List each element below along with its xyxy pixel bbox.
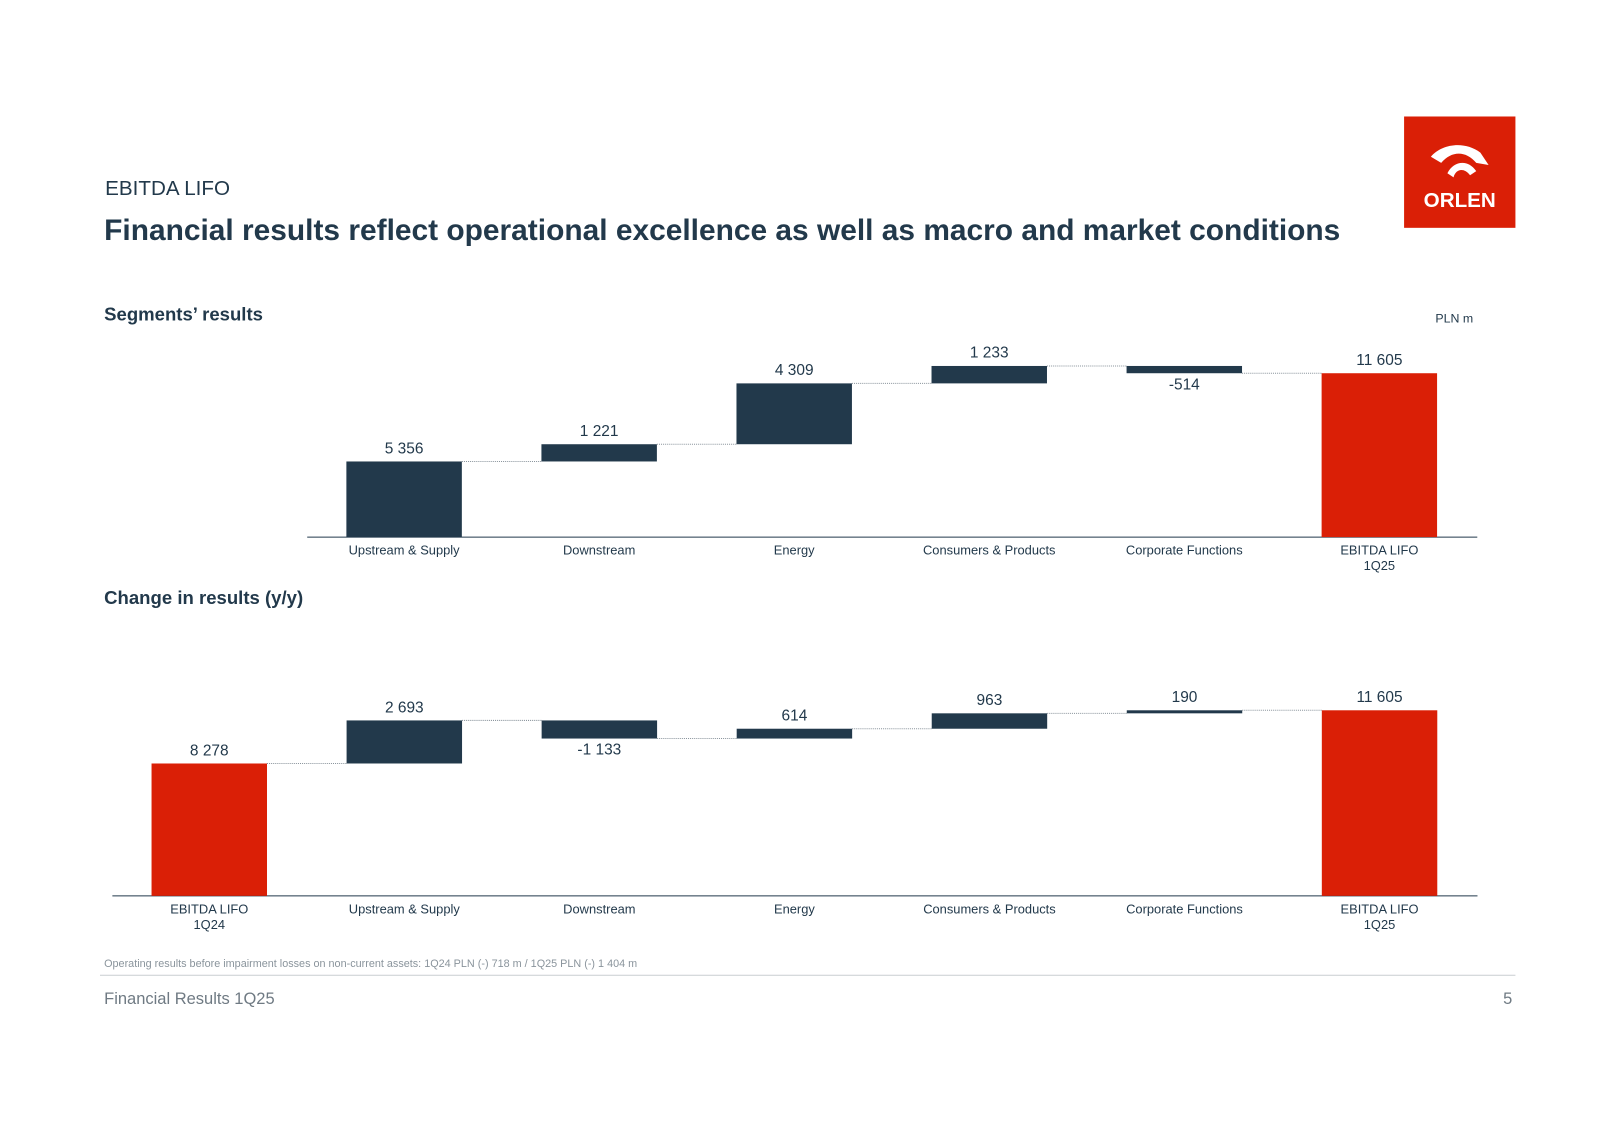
x-tick-label: Energy bbox=[773, 902, 815, 917]
x-tick-label: Upstream & Supply bbox=[348, 902, 460, 917]
chart-title: Segments’ results bbox=[104, 304, 263, 325]
page-number: 5 bbox=[1503, 990, 1513, 1009]
bar bbox=[1321, 373, 1438, 538]
bar bbox=[541, 720, 658, 739]
bar bbox=[1321, 710, 1438, 896]
bar bbox=[541, 444, 657, 462]
value-label: 11 605 bbox=[1356, 688, 1403, 707]
bar bbox=[736, 728, 853, 739]
slide-title: Financial results reflect operational ex… bbox=[104, 214, 1341, 248]
value-label: -514 bbox=[1168, 376, 1200, 394]
footer-text: Financial Results 1Q25 bbox=[104, 990, 275, 1009]
kicker: EBITDA LIFO bbox=[105, 177, 231, 200]
bar bbox=[736, 383, 852, 445]
logo-mark bbox=[1430, 145, 1489, 165]
bar bbox=[1126, 710, 1243, 714]
x-tick-label: Downstream bbox=[562, 543, 636, 558]
logo-text: ORLEN bbox=[1424, 189, 1496, 212]
value-label: 614 bbox=[781, 707, 808, 725]
x-tick-label: Downstream bbox=[563, 902, 636, 917]
value-label: 11 605 bbox=[1356, 351, 1403, 370]
bar bbox=[931, 713, 1048, 729]
value-label: 1 221 bbox=[579, 422, 619, 441]
value-label: 4 309 bbox=[774, 361, 814, 380]
value-label: -1 133 bbox=[577, 741, 622, 760]
value-label: 1 233 bbox=[969, 344, 1009, 362]
value-label: 2 693 bbox=[384, 698, 424, 717]
logo-mark bbox=[1447, 162, 1477, 178]
value-label: 8 278 bbox=[189, 741, 229, 760]
x-tick-label: Upstream & Supply bbox=[348, 543, 460, 558]
chart-title: Change in results (y/y) bbox=[104, 587, 304, 609]
unit-label: PLN m bbox=[1435, 311, 1474, 326]
bar bbox=[931, 365, 1047, 384]
footnote: Operating results before impairment loss… bbox=[104, 957, 638, 971]
bar bbox=[346, 461, 462, 538]
x-tick-label: Consumers & Products bbox=[922, 543, 1056, 558]
x-tick-label: EBITDA LIFO 1Q25 bbox=[1340, 543, 1419, 574]
bar bbox=[1126, 365, 1243, 374]
x-tick-label: Energy bbox=[773, 543, 815, 558]
x-tick-label: EBITDA LIFO 1Q25 bbox=[1340, 902, 1419, 932]
value-label: 963 bbox=[976, 691, 1003, 710]
x-tick-label: Corporate Functions bbox=[1125, 543, 1243, 558]
value-label: 5 356 bbox=[384, 439, 424, 458]
bar bbox=[151, 763, 268, 896]
x-tick-label: EBITDA LIFO 1Q24 bbox=[170, 902, 249, 932]
value-label: 190 bbox=[1171, 688, 1198, 707]
x-tick-label: Consumers & Products bbox=[923, 902, 1056, 917]
bar bbox=[346, 720, 463, 764]
x-tick-label: Corporate Functions bbox=[1126, 902, 1243, 917]
logo-box bbox=[1404, 116, 1516, 228]
